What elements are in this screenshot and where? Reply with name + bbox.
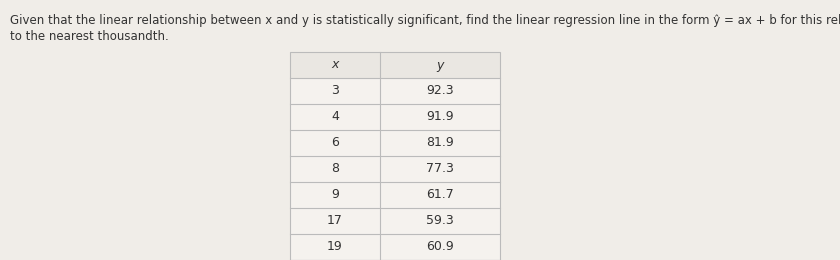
Text: 9: 9 bbox=[331, 188, 339, 202]
Text: 61.7: 61.7 bbox=[426, 188, 454, 202]
Text: 60.9: 60.9 bbox=[426, 240, 454, 253]
Text: 3: 3 bbox=[331, 84, 339, 98]
Text: to the nearest thousandth.: to the nearest thousandth. bbox=[10, 30, 169, 43]
Text: 77.3: 77.3 bbox=[426, 162, 454, 176]
Text: 17: 17 bbox=[327, 214, 343, 228]
Bar bbox=[290, 52, 500, 260]
Text: 6: 6 bbox=[331, 136, 339, 149]
Text: 4: 4 bbox=[331, 110, 339, 124]
Text: Given that the linear relationship between x and y is statistically significant,: Given that the linear relationship betwe… bbox=[10, 14, 840, 27]
Text: 92.3: 92.3 bbox=[426, 84, 454, 98]
Bar bbox=[290, 52, 500, 260]
Text: y: y bbox=[436, 58, 444, 72]
Text: 19: 19 bbox=[327, 240, 343, 253]
Text: 59.3: 59.3 bbox=[426, 214, 454, 228]
Text: x: x bbox=[331, 58, 339, 72]
Text: 8: 8 bbox=[331, 162, 339, 176]
Text: 91.9: 91.9 bbox=[426, 110, 454, 124]
Bar bbox=[290, 52, 500, 78]
Text: 81.9: 81.9 bbox=[426, 136, 454, 149]
